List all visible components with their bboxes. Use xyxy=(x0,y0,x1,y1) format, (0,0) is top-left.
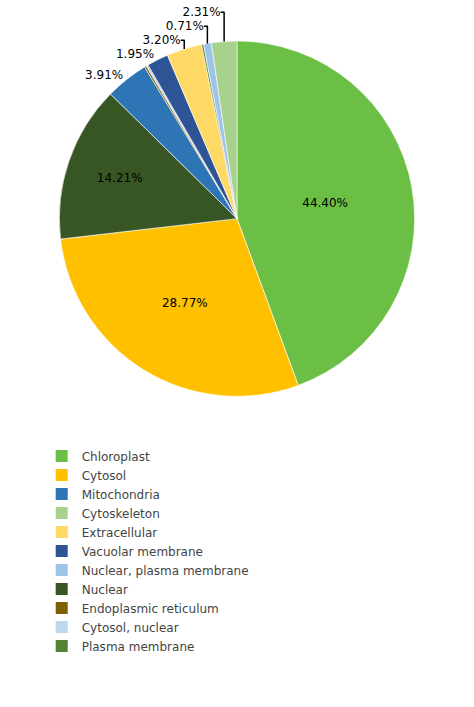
svg-text:14.21%: 14.21% xyxy=(97,171,143,185)
svg-text:Cytoskeleton: Cytoskeleton xyxy=(82,507,160,521)
svg-text:Endoplasmic reticulum: Endoplasmic reticulum xyxy=(82,602,219,616)
svg-text:3.20%: 3.20% xyxy=(143,33,181,47)
svg-text:0.71%: 0.71% xyxy=(166,19,204,33)
svg-text:Vacuolar membrane: Vacuolar membrane xyxy=(82,545,203,559)
svg-text:Extracellular: Extracellular xyxy=(82,526,158,540)
svg-text:Chloroplast: Chloroplast xyxy=(82,450,150,464)
svg-text:28.77%: 28.77% xyxy=(162,296,208,310)
svg-text:Cytosol, nuclear: Cytosol, nuclear xyxy=(82,621,179,635)
svg-text:1.95%: 1.95% xyxy=(116,47,154,61)
svg-text:44.40%: 44.40% xyxy=(302,196,348,210)
svg-text:Plasma membrane: Plasma membrane xyxy=(82,640,195,654)
svg-text:3.91%: 3.91% xyxy=(85,68,123,82)
svg-text:Nuclear, plasma membrane: Nuclear, plasma membrane xyxy=(82,564,249,578)
svg-text:Mitochondria: Mitochondria xyxy=(82,488,160,502)
svg-text:Cytosol: Cytosol xyxy=(82,469,126,483)
svg-text:2.31%: 2.31% xyxy=(182,5,220,19)
svg-text:Nuclear: Nuclear xyxy=(82,583,128,597)
